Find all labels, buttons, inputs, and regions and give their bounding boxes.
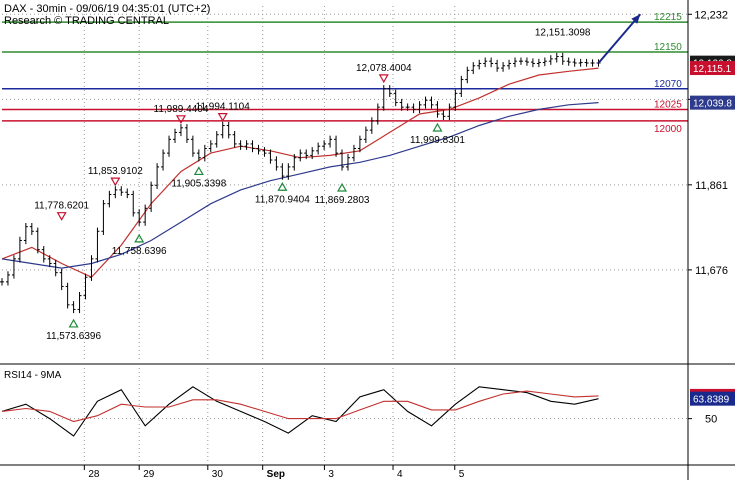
rsi-line [1, 386, 599, 437]
moving-average-slow-line [1, 102, 599, 269]
swing-low-marker [336, 182, 348, 192]
time-tick-label: Sep [267, 469, 285, 480]
level-label: 12025 [654, 99, 682, 110]
swing-low-label: 11,758.6396 [112, 246, 167, 257]
rsi-tag-bg [690, 391, 735, 406]
swing-low-marker [68, 318, 79, 328]
swing-low-label: 11,573.6396 [46, 331, 101, 342]
swing-low-label: 11,999.8301 [410, 135, 465, 146]
swing-high-label: 12,078.4004 [356, 63, 412, 74]
time-tick-label: 3 [328, 469, 334, 480]
time-tick-label: 29 [143, 469, 155, 480]
swing-high-marker [110, 177, 121, 187]
price-tick-label: 11,861 [695, 180, 728, 192]
rsi-tick-label: 50 [705, 414, 717, 426]
rsi-panel-title: RSI14 - 9MA [4, 370, 62, 381]
swing-high-label: 11,778.6201 [34, 201, 89, 212]
price-layer [0, 52, 601, 314]
swing-low-label: 11,870.9404 [255, 194, 310, 205]
forecast-arrow-line [597, 13, 642, 64]
time-tick-label: 28 [88, 469, 100, 480]
swing-high-marker [56, 212, 67, 221]
levels-layer: 12215 12150 12070 12025 12000 [2, 12, 688, 135]
swing-high-marker [378, 74, 389, 84]
swing-low-marker [432, 122, 443, 132]
level-label: 12070 [654, 79, 682, 90]
price-tick-label: 12,232 [694, 9, 728, 21]
forecast-arrow-head [631, 14, 641, 24]
level-label: 12000 [654, 124, 682, 135]
price-tags-layer: 12,126.812,115.112,039.865.769463.8389 [690, 55, 735, 406]
swing-high-label: 11,989.4404 [154, 104, 209, 115]
target-label: 12,151.3098 [535, 27, 591, 38]
swing-high-label: 11,994.1104 [196, 102, 251, 113]
price-tag: 12,039.8 [693, 99, 732, 110]
time-tick-label: 30 [212, 469, 224, 480]
price-tag-bg [690, 61, 735, 76]
swing-low-marker [277, 182, 288, 191]
level-label: 12215 [654, 12, 682, 23]
price-tag-bg [690, 95, 735, 110]
level-label: 12150 [654, 42, 682, 53]
swing-high-marker [217, 113, 228, 122]
swing-low-marker [193, 166, 204, 176]
time-tick-label: 4 [397, 469, 403, 480]
rsi-ma-line [1, 390, 599, 423]
rsi-tag: 63.8389 [693, 395, 730, 406]
rsi-layer [1, 386, 599, 437]
chart-header-line1: DAX - 30min - 09/06/19 04:35:01 (UTC+2) [4, 3, 210, 15]
swing-high-marker [175, 115, 186, 124]
price-tag: 12,115.1 [693, 64, 732, 75]
time-tick-label: 5 [459, 469, 465, 480]
price-tick-label: 11,676 [695, 265, 728, 277]
swing-low-label: 11,905.3398 [171, 178, 226, 189]
chart-header-line2: Research © TRADING CENTRAL [4, 15, 169, 27]
swing-low-marker [134, 233, 145, 243]
annotations-layer: 11,778.6201 11,573.6396 11,853.9102 11,758.… [34, 13, 642, 342]
swing-low-label: 11,869.2803 [315, 195, 370, 206]
swing-high-label: 11,853.9102 [88, 166, 143, 177]
